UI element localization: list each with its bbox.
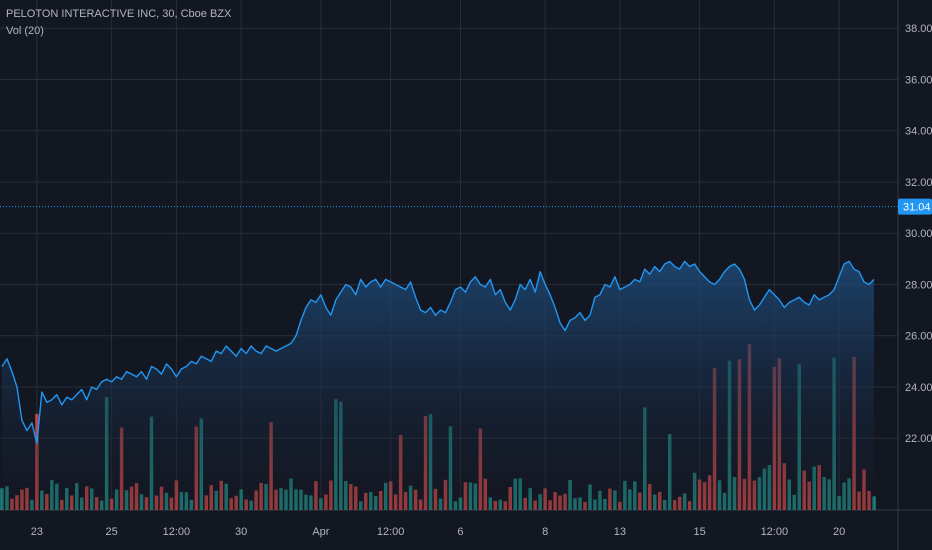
last-price-tag xyxy=(898,198,932,215)
x-tick-label: 13 xyxy=(614,526,626,538)
y-tick-label: 38.00 xyxy=(905,23,932,35)
x-tick-label: 15 xyxy=(693,526,705,538)
x-tick-label: 6 xyxy=(457,526,463,538)
y-tick-label: 22.00 xyxy=(905,433,932,445)
y-tick-label: 26.00 xyxy=(905,331,932,343)
y-tick-label: 32.00 xyxy=(905,177,932,189)
x-tick-label: Apr xyxy=(312,526,329,538)
y-tick-label: 34.00 xyxy=(905,126,932,138)
x-tick-label: 25 xyxy=(105,526,117,538)
x-tick-label: 23 xyxy=(31,526,43,538)
last-price-line: 31.04 xyxy=(0,198,932,215)
price-area xyxy=(1,260,875,510)
x-tick-label: 12:00 xyxy=(377,526,405,538)
x-tick-label: 12:00 xyxy=(761,526,789,538)
price-axis[interactable]: 22.00 24.00 26.00 28.00 30.00 32.00 34.00 36.00… xyxy=(905,23,932,445)
x-tick-label: 20 xyxy=(833,526,845,538)
y-tick-label: 36.00 xyxy=(905,74,932,86)
volume-indicator-legend[interactable]: Vol (20) xyxy=(6,25,44,37)
y-tick-label: 24.00 xyxy=(905,382,932,394)
y-tick-label: 28.00 xyxy=(905,279,932,291)
price-line xyxy=(1,260,875,445)
x-tick-label: 12:00 xyxy=(163,526,191,538)
symbol-legend[interactable]: PELOTON INTERACTIVE INC, 30, Cboe BZX xyxy=(6,8,232,20)
last-price-tag-label: 31.04 xyxy=(903,202,931,214)
price-area-fill xyxy=(2,261,874,510)
y-tick-label: 30.00 xyxy=(905,228,932,240)
x-tick-label: 30 xyxy=(235,526,247,538)
x-tick-label: 8 xyxy=(542,526,548,538)
time-axis[interactable]: 23 25 12:00 30 Apr 12:00 6 8 13 15 12:00 20 xyxy=(31,526,845,538)
